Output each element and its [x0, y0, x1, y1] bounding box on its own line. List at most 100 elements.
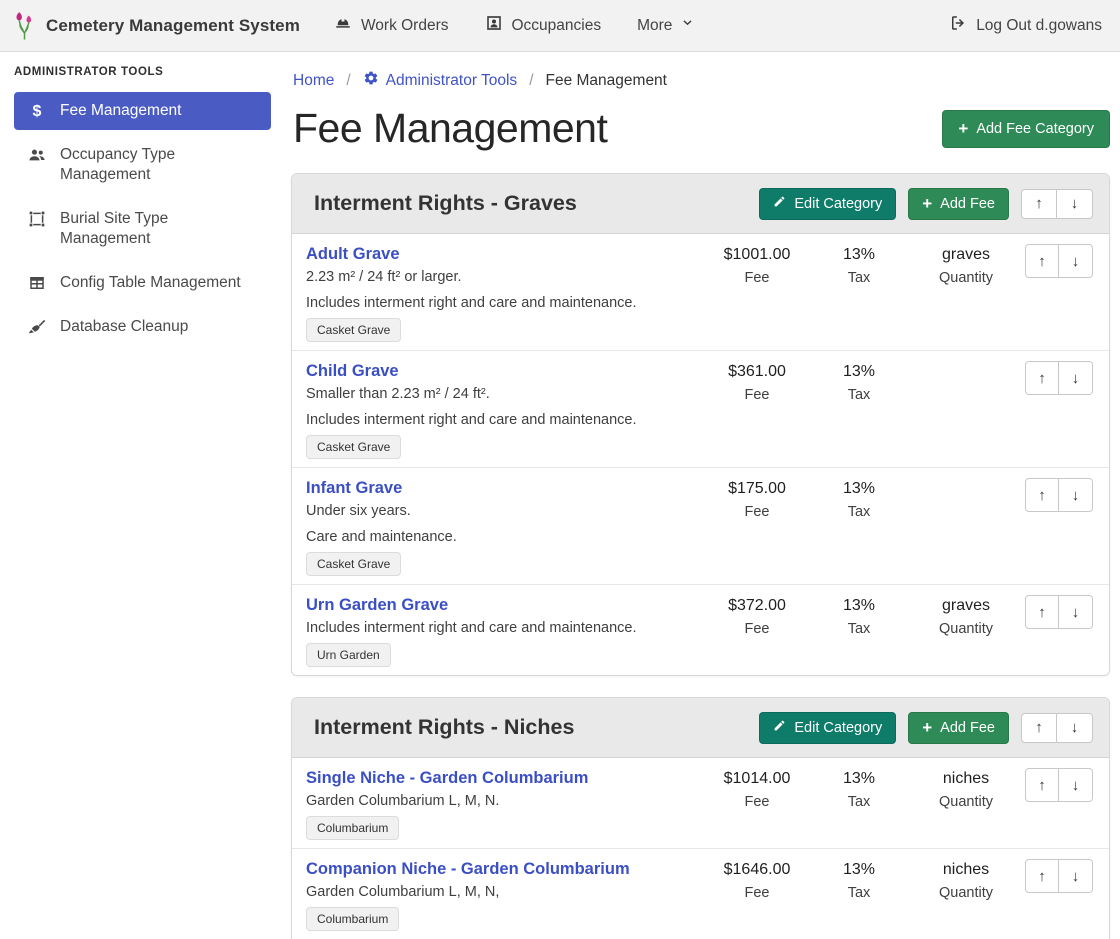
arrow-down-icon: ↓: [1072, 777, 1080, 794]
sidebar-item-occupancy-type-management[interactable]: Occupancy Type Management: [14, 136, 271, 194]
fee-reorder: ↑↓: [1025, 244, 1093, 342]
fee-tag: Columbarium: [306, 816, 399, 840]
fee-reorder: ↑↓: [1025, 478, 1093, 576]
tax-label: Tax: [848, 621, 871, 637]
tax-column: 13%Tax: [811, 361, 907, 459]
app-title: Cemetery Management System: [46, 16, 300, 36]
fee-tag: Casket Grave: [306, 435, 401, 459]
arrow-down-icon: ↓: [1071, 195, 1079, 212]
sidebar-item-database-cleanup[interactable]: Database Cleanup: [14, 308, 271, 346]
fee-amount-column: $1014.00Fee: [703, 768, 811, 840]
fee-move-up-button[interactable]: ↑: [1025, 595, 1059, 629]
add-fee-button[interactable]: +Add Fee: [908, 712, 1009, 744]
dollar-icon: $: [26, 101, 48, 121]
breadcrumb-administrator-tools[interactable]: Administrator Tools: [363, 70, 518, 91]
category-move-up-button[interactable]: ↑: [1021, 713, 1057, 743]
plus-icon: +: [922, 719, 932, 736]
fee-move-down-button[interactable]: ↓: [1059, 595, 1093, 629]
fee-tag: Casket Grave: [306, 318, 401, 342]
edit-category-button[interactable]: Edit Category: [759, 712, 896, 744]
nav-item-label: Occupancies: [512, 17, 602, 35]
fee-name-link[interactable]: Urn Garden Grave: [306, 595, 695, 615]
nav-item-more[interactable]: More: [637, 17, 694, 35]
hard-hat-icon: [334, 14, 352, 37]
gear-icon: [363, 70, 379, 91]
tax-value: 13%: [843, 860, 875, 880]
tax-label: Tax: [848, 504, 871, 520]
quantity-column: [907, 361, 1025, 459]
fee-description: Garden Columbarium L, M, N,: [306, 883, 695, 901]
logout-label: Log Out d.gowans: [976, 17, 1102, 35]
fee-name-link[interactable]: Child Grave: [306, 361, 695, 381]
tax-value: 13%: [843, 362, 875, 382]
fee-label: Fee: [745, 885, 770, 901]
fee-move-up-button[interactable]: ↑: [1025, 768, 1059, 802]
fee-name-link[interactable]: Adult Grave: [306, 244, 695, 264]
fee-name-link[interactable]: Single Niche - Garden Columbarium: [306, 768, 695, 788]
main-content: Home/Administrator Tools/Fee Management …: [285, 52, 1120, 939]
nav-item-occupancies[interactable]: Occupancies: [485, 14, 602, 37]
fee-info: Infant GraveUnder six years.Care and mai…: [306, 478, 703, 576]
fee-move-up-button[interactable]: ↑: [1025, 361, 1059, 395]
breadcrumb-home[interactable]: Home: [293, 72, 334, 90]
sidebar-item-label: Database Cleanup: [60, 317, 188, 337]
pencil-icon: [773, 719, 786, 736]
fee-info: Adult Grave2.23 m² / 24 ft² or larger.In…: [306, 244, 703, 342]
edit-category-button[interactable]: Edit Category: [759, 188, 896, 220]
fee-label: Fee: [745, 621, 770, 637]
category-move-up-button[interactable]: ↑: [1021, 189, 1057, 219]
fee-move-down-button[interactable]: ↓: [1059, 768, 1093, 802]
nav-item-work-orders[interactable]: Work Orders: [334, 14, 449, 37]
add-fee-category-button[interactable]: + Add Fee Category: [942, 110, 1110, 148]
category-move-down-button[interactable]: ↓: [1057, 713, 1093, 743]
fee-row: Urn Garden Grave Includes interment right…: [292, 584, 1109, 675]
sidebar-item-config-table-management[interactable]: Config Table Management: [14, 264, 271, 302]
sidebar: ADMINISTRATOR TOOLS $Fee Management Occup…: [0, 52, 285, 939]
arrow-down-icon: ↓: [1072, 370, 1080, 387]
sidebar-heading: ADMINISTRATOR TOOLS: [14, 66, 271, 78]
fee-move-down-button[interactable]: ↓: [1059, 859, 1093, 893]
fee-category-card: Interment Rights - GravesEdit Category+A…: [291, 173, 1110, 676]
fee-tag: Urn Garden: [306, 643, 391, 667]
quantity-unit: niches: [943, 769, 989, 789]
tax-value: 13%: [843, 769, 875, 789]
fee-info: Single Niche - Garden ColumbariumGarden …: [306, 768, 703, 840]
category-move-down-button[interactable]: ↓: [1057, 189, 1093, 219]
sidebar-item-burial-site-type-management[interactable]: Burial Site Type Management: [14, 200, 271, 258]
fee-tag: Columbarium: [306, 907, 399, 931]
fee-amount-column: $1001.00Fee: [703, 244, 811, 342]
fee-name-link[interactable]: Companion Niche - Garden Columbarium: [306, 859, 695, 879]
breadcrumb-separator: /: [529, 72, 533, 90]
quantity-column: gravesQuantity: [907, 595, 1025, 667]
fee-move-up-button[interactable]: ↑: [1025, 859, 1059, 893]
fee-move-down-button[interactable]: ↓: [1059, 244, 1093, 278]
logout-button[interactable]: Log Out d.gowans: [949, 14, 1102, 37]
fee-amount: $175.00: [728, 479, 786, 499]
arrow-up-icon: ↑: [1038, 777, 1046, 794]
fee-move-up-button[interactable]: ↑: [1025, 244, 1059, 278]
arrow-up-icon: ↑: [1038, 868, 1046, 885]
fee-name-link[interactable]: Infant Grave: [306, 478, 695, 498]
tax-column: 13%Tax: [811, 244, 907, 342]
sidebar-item-label: Config Table Management: [60, 273, 241, 293]
tax-column: 13% Tax: [811, 595, 907, 667]
tax-value: 13%: [843, 596, 875, 616]
page-title: Fee Management: [293, 105, 607, 152]
add-fee-button[interactable]: +Add Fee: [908, 188, 1009, 220]
fee-amount: $1014.00: [724, 769, 791, 789]
fee-description: Includes interment right and care and ma…: [306, 619, 695, 637]
arrow-up-icon: ↑: [1035, 719, 1043, 736]
fee-amount: $1001.00: [724, 245, 791, 265]
table-icon: [26, 273, 48, 292]
sidebar-item-fee-management[interactable]: $Fee Management: [14, 92, 271, 130]
arrow-down-icon: ↓: [1072, 604, 1080, 621]
fee-move-down-button[interactable]: ↓: [1059, 361, 1093, 395]
users-icon: [26, 145, 48, 164]
occupancies-icon: [485, 14, 503, 37]
fee-move-up-button[interactable]: ↑: [1025, 478, 1059, 512]
fee-move-down-button[interactable]: ↓: [1059, 478, 1093, 512]
quantity-column: gravesQuantity: [907, 244, 1025, 342]
arrow-up-icon: ↑: [1038, 604, 1046, 621]
plus-icon: +: [958, 120, 968, 137]
category-actions: Edit Category +Add Fee ↑ ↓: [759, 188, 1093, 220]
